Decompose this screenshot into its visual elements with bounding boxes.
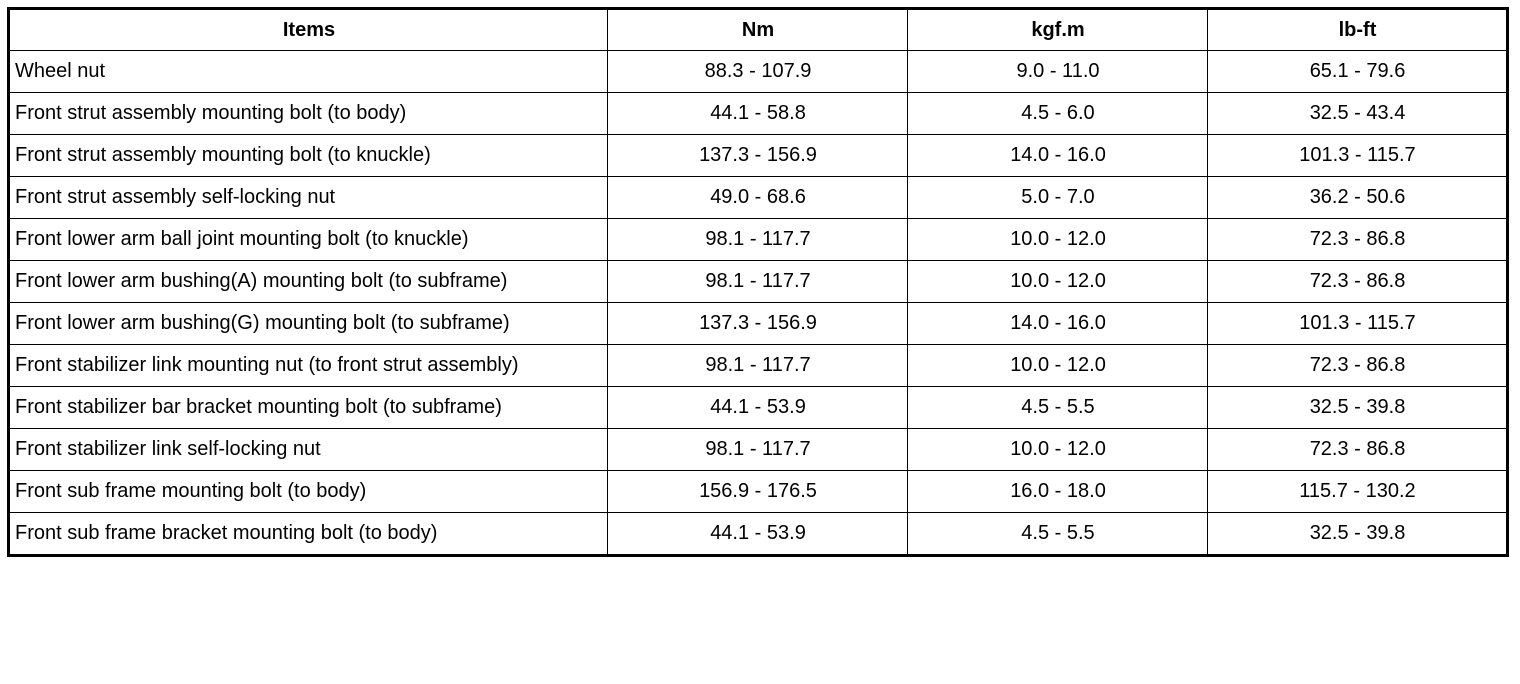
column-header: lb-ft bbox=[1207, 8, 1508, 51]
value-cell: 137.3 - 156.9 bbox=[607, 134, 908, 177]
item-cell: Front sub frame mounting bolt (to body) bbox=[8, 470, 608, 513]
column-header: kgf.m bbox=[907, 8, 1208, 51]
value-cell: 88.3 - 107.9 bbox=[607, 50, 908, 93]
value-cell: 72.3 - 86.8 bbox=[1207, 218, 1508, 261]
value-cell: 10.0 - 12.0 bbox=[907, 344, 1208, 387]
value-cell: 10.0 - 12.0 bbox=[907, 428, 1208, 471]
value-cell: 49.0 - 68.6 bbox=[607, 176, 908, 219]
value-cell: 98.1 - 117.7 bbox=[607, 260, 908, 303]
value-cell: 5.0 - 7.0 bbox=[907, 176, 1208, 219]
table-row: Front strut assembly self-locking nut 49.… bbox=[8, 176, 1508, 219]
item-cell: Front stabilizer link mounting nut (to f… bbox=[8, 344, 608, 387]
header-row: Items Nm kgf.m lb-ft bbox=[8, 8, 1508, 51]
value-cell: 16.0 - 18.0 bbox=[907, 470, 1208, 513]
item-cell: Front lower arm bushing(A) mounting bolt… bbox=[8, 260, 608, 303]
value-cell: 32.5 - 39.8 bbox=[1207, 512, 1508, 556]
value-cell: 44.1 - 58.8 bbox=[607, 92, 908, 135]
table-row: Front strut assembly mounting bolt (to k… bbox=[8, 134, 1508, 177]
torque-table: Items Nm kgf.m lb-ft Wheel nut 88.3 - 107.9 9… bbox=[7, 7, 1509, 557]
column-header: Nm bbox=[607, 8, 908, 51]
item-cell: Front strut assembly self-locking nut bbox=[8, 176, 608, 219]
column-header: Items bbox=[8, 8, 608, 51]
value-cell: 10.0 - 12.0 bbox=[907, 218, 1208, 261]
value-cell: 36.2 - 50.6 bbox=[1207, 176, 1508, 219]
value-cell: 65.1 - 79.6 bbox=[1207, 50, 1508, 93]
value-cell: 9.0 - 11.0 bbox=[907, 50, 1208, 93]
value-cell: 4.5 - 5.5 bbox=[907, 512, 1208, 556]
value-cell: 72.3 - 86.8 bbox=[1207, 344, 1508, 387]
table-row: Front lower arm bushing(A) mounting bolt… bbox=[8, 260, 1508, 303]
item-cell: Front strut assembly mounting bolt (to b… bbox=[8, 92, 608, 135]
item-cell: Front lower arm bushing(G) mounting bolt… bbox=[8, 302, 608, 345]
value-cell: 32.5 - 39.8 bbox=[1207, 386, 1508, 429]
value-cell: 14.0 - 16.0 bbox=[907, 302, 1208, 345]
value-cell: 98.1 - 117.7 bbox=[607, 218, 908, 261]
table-body: Wheel nut 88.3 - 107.9 9.0 - 11.0 65.1 - 79… bbox=[8, 50, 1508, 556]
table-row: Front sub frame mounting bolt (to body) 1… bbox=[8, 470, 1508, 513]
value-cell: 4.5 - 5.5 bbox=[907, 386, 1208, 429]
value-cell: 10.0 - 12.0 bbox=[907, 260, 1208, 303]
item-cell: Front stabilizer bar bracket mounting bo… bbox=[8, 386, 608, 429]
value-cell: 72.3 - 86.8 bbox=[1207, 260, 1508, 303]
table-row: Front strut assembly mounting bolt (to b… bbox=[8, 92, 1508, 135]
value-cell: 115.7 - 130.2 bbox=[1207, 470, 1508, 513]
value-cell: 72.3 - 86.8 bbox=[1207, 428, 1508, 471]
table-row: Front sub frame bracket mounting bolt (t… bbox=[8, 512, 1508, 556]
value-cell: 32.5 - 43.4 bbox=[1207, 92, 1508, 135]
value-cell: 101.3 - 115.7 bbox=[1207, 134, 1508, 177]
item-cell: Front strut assembly mounting bolt (to k… bbox=[8, 134, 608, 177]
value-cell: 44.1 - 53.9 bbox=[607, 386, 908, 429]
table-row: Front stabilizer link self-locking nut 98… bbox=[8, 428, 1508, 471]
value-cell: 44.1 - 53.9 bbox=[607, 512, 908, 556]
value-cell: 98.1 - 117.7 bbox=[607, 344, 908, 387]
value-cell: 98.1 - 117.7 bbox=[607, 428, 908, 471]
table-row: Wheel nut 88.3 - 107.9 9.0 - 11.0 65.1 - 79… bbox=[8, 50, 1508, 93]
value-cell: 4.5 - 6.0 bbox=[907, 92, 1208, 135]
item-cell: Front lower arm ball joint mounting bolt… bbox=[8, 218, 608, 261]
value-cell: 137.3 - 156.9 bbox=[607, 302, 908, 345]
item-cell: Front sub frame bracket mounting bolt (t… bbox=[8, 512, 608, 556]
table-row: Front stabilizer link mounting nut (to f… bbox=[8, 344, 1508, 387]
value-cell: 101.3 - 115.7 bbox=[1207, 302, 1508, 345]
value-cell: 156.9 - 176.5 bbox=[607, 470, 908, 513]
item-cell: Wheel nut bbox=[8, 50, 608, 93]
table-row: Front lower arm bushing(G) mounting bolt… bbox=[8, 302, 1508, 345]
item-cell: Front stabilizer link self-locking nut bbox=[8, 428, 608, 471]
table-row: Front stabilizer bar bracket mounting bo… bbox=[8, 386, 1508, 429]
value-cell: 14.0 - 16.0 bbox=[907, 134, 1208, 177]
table-row: Front lower arm ball joint mounting bolt… bbox=[8, 218, 1508, 261]
